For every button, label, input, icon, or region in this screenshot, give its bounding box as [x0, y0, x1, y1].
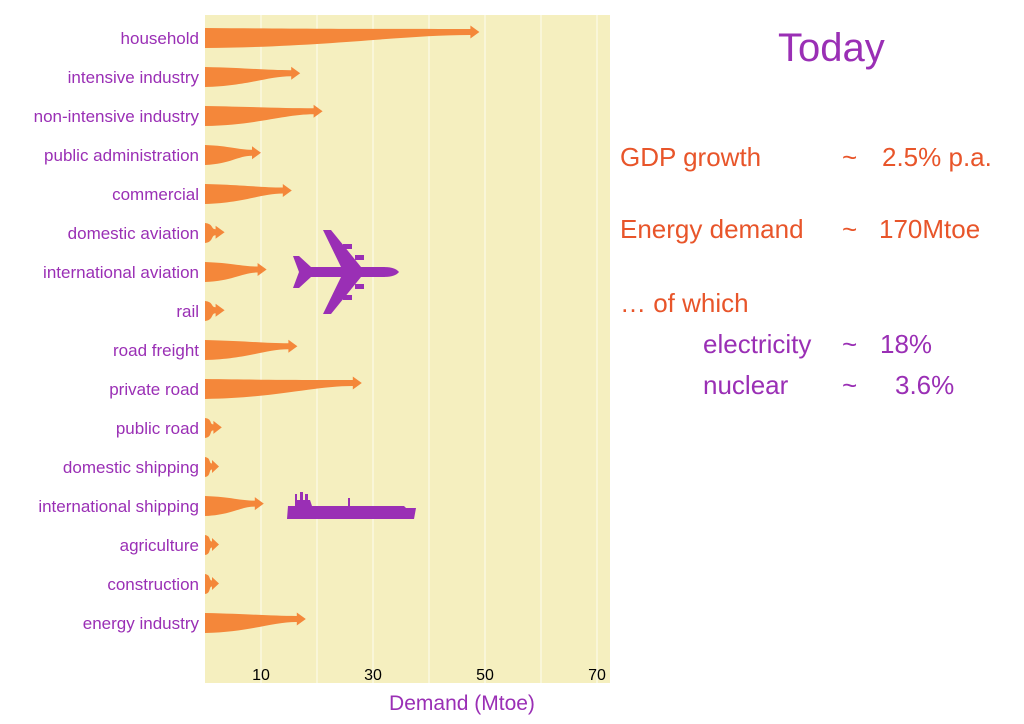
demand-arrow: [205, 612, 306, 633]
energy-demand-row: Energy demand ~170Mtoe: [620, 214, 980, 245]
demand-arrow: [205, 418, 222, 438]
x-tick-labels: 10 30 50 70: [252, 667, 606, 684]
category-label: energy industry: [83, 614, 200, 633]
gdp-growth-row: GDP growth ~2.5% p.a.: [620, 142, 992, 173]
energy-tilde: ~: [842, 214, 858, 244]
electricity-value: 18%: [880, 329, 933, 359]
demand-arrow: [205, 25, 480, 48]
x-tick-label: 70: [588, 667, 606, 684]
demand-arrow: [205, 66, 301, 87]
category-label: non-intensive industry: [34, 107, 200, 126]
demand-arrow: [205, 223, 225, 243]
demand-arrow: [205, 262, 267, 282]
category-label: domestic shipping: [63, 458, 199, 477]
category-label: construction: [107, 575, 199, 594]
demand-arrow: [205, 301, 225, 321]
demand-arrow: [205, 184, 292, 204]
category-label: public administration: [44, 146, 199, 165]
category-label: agriculture: [120, 536, 199, 555]
demand-arrow: [205, 496, 264, 516]
x-tick-label: 10: [252, 667, 270, 684]
category-label: road freight: [113, 341, 199, 360]
demand-arrow: [205, 339, 298, 360]
nuclear-tilde: ~: [842, 370, 858, 400]
ship-icon: [287, 492, 416, 519]
category-labels: household intensive industry non-intensive…: [34, 29, 200, 633]
category-label: international aviation: [43, 263, 199, 282]
demand-arrow: [205, 376, 362, 399]
demand-arrows: [205, 25, 480, 633]
demand-arrow: [205, 104, 323, 126]
energy-value: 170Mtoe: [879, 214, 981, 244]
electricity-label: electricity: [703, 329, 812, 359]
category-label: commercial: [112, 185, 199, 204]
demand-arrow: [205, 457, 219, 477]
demand-arrow: [205, 145, 261, 165]
nuclear-row: nuclear ~3.6%: [703, 370, 954, 401]
gdp-label: GDP growth: [620, 142, 762, 172]
x-tick-label: 30: [364, 667, 382, 684]
demand-arrow: [205, 535, 219, 555]
airplane-icon: [293, 230, 399, 314]
category-label: rail: [176, 302, 199, 321]
energy-label: Energy demand: [620, 214, 804, 244]
x-tick-label: 50: [476, 667, 494, 684]
category-label: international shipping: [38, 497, 199, 516]
grid-lines: [260, 15, 598, 683]
gdp-tilde: ~: [842, 142, 858, 172]
nuclear-label: nuclear: [703, 370, 789, 400]
gdp-value: 2.5% p.a.: [882, 142, 992, 172]
electricity-row: electricity ~18%: [703, 329, 932, 360]
category-label: private road: [109, 380, 199, 399]
category-label: household: [121, 29, 199, 48]
category-label: domestic aviation: [68, 224, 199, 243]
category-label: public road: [116, 419, 199, 438]
nuclear-value: 3.6%: [895, 370, 955, 400]
demand-arrow: [205, 574, 219, 594]
category-label: intensive industry: [68, 68, 200, 87]
electricity-tilde: ~: [842, 329, 858, 359]
panel-title: Today: [778, 26, 885, 70]
of-which-label: … of which: [620, 288, 749, 318]
x-axis-title: Demand (Mtoe): [389, 692, 535, 715]
